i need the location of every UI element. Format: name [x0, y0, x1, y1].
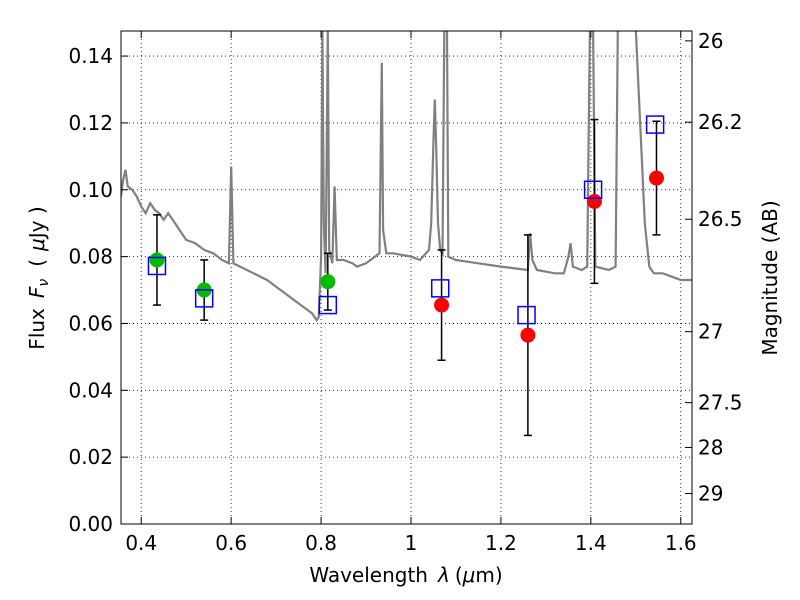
- model-point: [318, 295, 338, 315]
- error-bars: [152, 118, 661, 437]
- model-point: [194, 289, 214, 308]
- x-tick-label: 1.4: [575, 531, 607, 555]
- x-tick-label: 0.8: [305, 531, 337, 555]
- observed-point: [149, 252, 165, 268]
- x-tick-label: 1.6: [665, 531, 697, 555]
- y-tick-label: 0.00: [68, 512, 113, 536]
- model-point: [147, 256, 167, 276]
- plot-frame: [120, 30, 693, 525]
- x-tick-label: 0.6: [215, 531, 247, 555]
- grid: [121, 31, 692, 525]
- magnitude-tick-label: 26: [698, 29, 723, 53]
- model-point: [583, 180, 603, 200]
- y-tick-label: 0.10: [68, 178, 113, 202]
- magnitude-tick-label: 27.5: [698, 391, 743, 415]
- model-point: [517, 305, 536, 325]
- observed-point: [434, 297, 450, 313]
- magnitude-tick-label: 26.2: [698, 110, 743, 134]
- x-axis: 0.4 0.6 0.8 1 1.2 1.4 1.6: [125, 31, 697, 555]
- model-points: [147, 115, 665, 325]
- magnitude-axis: 26 26.2 26.5 27 27.5 28 29: [685, 29, 743, 506]
- y-tick-label: 0.12: [68, 111, 113, 135]
- magnitude-tick-label: 28: [698, 435, 723, 459]
- magnitude-tick-label: 27: [698, 320, 723, 344]
- y-tick-label: 0.08: [68, 245, 113, 269]
- x-tick-label: 1: [405, 531, 418, 555]
- x-axis-label: Wavelength λ (μm): [309, 563, 502, 587]
- y-tick-label: 0.06: [68, 311, 113, 335]
- template-spectrum-line: [121, 31, 692, 323]
- observed-point: [320, 274, 336, 290]
- y-tick-label: 0.02: [68, 445, 113, 469]
- observed-point: [586, 193, 602, 209]
- magnitude-tick-label: 29: [698, 482, 723, 506]
- x-tick-label: 1.2: [485, 531, 517, 555]
- y-tick-label: 0.04: [68, 378, 113, 402]
- magnitude-axis-label: Magnitude (AB): [758, 200, 782, 355]
- model-point: [430, 279, 450, 298]
- y-axis: 0.00 0.02 0.04 0.06 0.08 0.10 0.12 0.14: [68, 44, 128, 536]
- y-tick-label: 0.14: [68, 44, 113, 68]
- observed-point: [520, 327, 536, 343]
- observed-point: [648, 170, 664, 186]
- x-tick-label: 0.4: [125, 531, 157, 555]
- magnitude-tick-label: 26.5: [698, 207, 743, 231]
- model-point: [645, 115, 665, 134]
- y-axis-label: FluxFν(μJy ): [25, 206, 52, 349]
